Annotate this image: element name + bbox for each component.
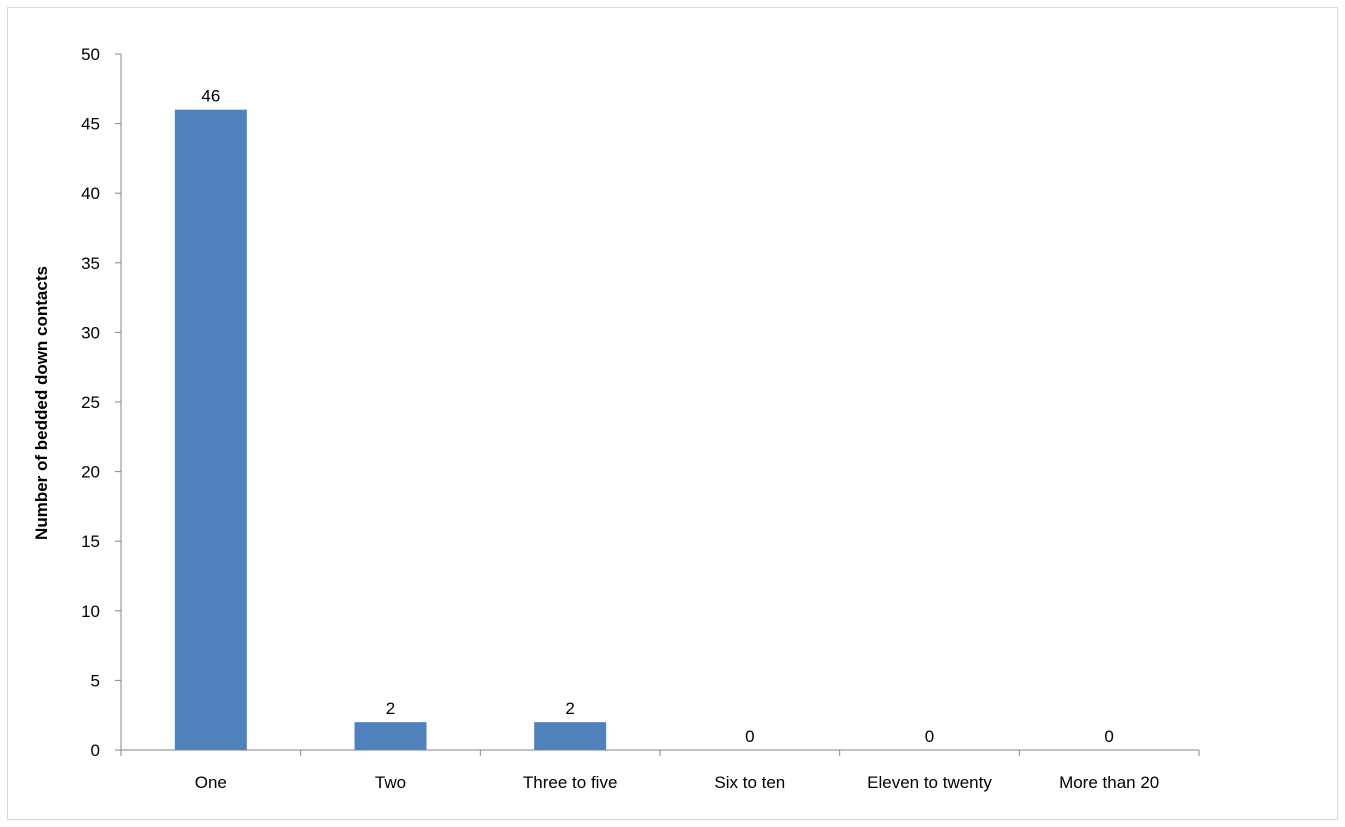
bar-value-label: 0 (745, 727, 754, 746)
y-tick-label: 50 (81, 45, 100, 64)
data-labels: 46 2 2 0 0 0 (201, 87, 1114, 746)
y-axis-title: Number of bedded down contacts (32, 266, 51, 540)
bar-value-label: 0 (925, 727, 934, 746)
y-tick-label: 5 (91, 671, 100, 690)
x-category-label: More than 20 (1059, 773, 1159, 792)
x-category-label: Two (375, 773, 406, 792)
y-tick-label: 15 (81, 532, 100, 551)
y-tick-label: 10 (81, 602, 100, 621)
bar-value-label: 2 (565, 699, 574, 718)
y-tick-label: 40 (81, 184, 100, 203)
bar (174, 109, 247, 751)
bars (174, 109, 607, 751)
y-axis: 0 5 10 15 20 25 30 35 40 45 50 (81, 45, 122, 760)
y-tick-label: 35 (81, 254, 100, 273)
bar (354, 722, 427, 750)
y-tick-label: 45 (81, 115, 100, 134)
x-axis: One Two Three to five Six to ten Eleven to t… (120, 749, 1200, 792)
bar (534, 722, 607, 750)
x-category-label: Eleven to twenty (867, 773, 992, 792)
bar-value-label: 46 (201, 87, 220, 106)
y-tick-label: 0 (91, 741, 100, 760)
bar-value-label: 2 (386, 699, 395, 718)
y-tick-label: 20 (81, 463, 100, 482)
y-tick-label: 30 (81, 323, 100, 342)
y-tick-label: 25 (81, 393, 100, 412)
bar-value-label: 0 (1104, 727, 1113, 746)
x-category-label: One (195, 773, 227, 792)
x-category-label: Three to five (523, 773, 618, 792)
x-category-label: Six to ten (714, 773, 785, 792)
